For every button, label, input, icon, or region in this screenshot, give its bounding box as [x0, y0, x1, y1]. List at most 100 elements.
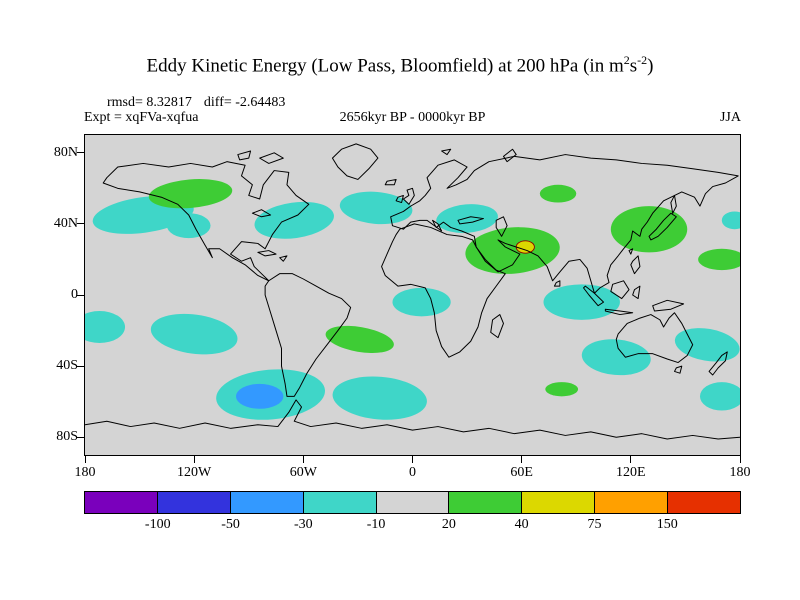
anomaly-region-south-indian [545, 382, 579, 397]
anomaly-region-south-atlantic [332, 376, 427, 420]
anomaly-region-west-siberia [539, 184, 577, 203]
lon-label-6-180: 180 [729, 465, 751, 480]
world-map [85, 135, 740, 455]
coast-cuba [257, 250, 288, 262]
title-exponent-2: -2 [637, 53, 648, 67]
coast-japan [648, 194, 677, 241]
colorbar-label--10: -10 [366, 517, 386, 532]
anomaly-region-equatorial-africa [392, 287, 451, 317]
anomaly-region-dateline-40n [721, 211, 740, 230]
colorbar-segment-1 [157, 492, 231, 513]
lon-label-1-120W: 120W [177, 465, 212, 480]
lon-tick [630, 456, 632, 463]
lon-tick [739, 456, 741, 463]
coast-north-america [102, 161, 310, 282]
coastlines [85, 143, 740, 440]
coast-philippines [630, 255, 641, 275]
colorbar-labels: -100 -50 -30 -10 20 40 75 150 [85, 517, 740, 535]
anomaly-region-east-asia [610, 206, 688, 253]
lon-tick [412, 456, 413, 463]
lon-label-5-120E: 120E [616, 465, 646, 480]
coast-australia [615, 312, 694, 364]
map-panel [84, 134, 741, 456]
anomaly-region-south-pacific [150, 313, 238, 355]
coast-black-sea [457, 216, 484, 225]
period-label: 2656kyr BP - 0000kyr BP [339, 110, 486, 125]
rmsd-value: 8.32817 [146, 95, 192, 110]
lon-tick [193, 456, 195, 463]
coast-arctic-islands [237, 150, 284, 164]
colorbar-segment-4 [376, 492, 450, 513]
plot-title: Eddy Kinetic Energy (Low Pass, Bloomfiel… [0, 53, 800, 77]
lon-tick [302, 456, 304, 463]
rmsd-label: rmsd= [107, 95, 143, 110]
title-close: ) [647, 55, 654, 77]
lon-label-0-180: 180 [74, 465, 96, 480]
coast-new-guinea [652, 299, 685, 312]
diff-label: diff= [203, 95, 232, 110]
coast-tasmania [673, 365, 683, 374]
anomaly-region-europe-caspian [436, 204, 498, 233]
coast-caspian-sea [495, 216, 508, 237]
stats-line: rmsd= 8.32817 diff= -2.64483 [107, 95, 285, 111]
lat-tick [77, 294, 84, 296]
anomaly-region-south-of-new-zealand [699, 382, 740, 411]
title-unit-base: s [629, 55, 638, 77]
coast-iceland [384, 178, 397, 186]
anomaly-region-northeast-pacific [166, 213, 211, 239]
coast-sumatra [583, 285, 605, 307]
lat-label-80N: 80N [53, 144, 78, 160]
colorbar-label-40: 40 [514, 517, 529, 532]
colorbar-segment-3 [303, 492, 377, 513]
anomaly-region-dateline-20s [85, 311, 126, 343]
coast-taiwan-sri-lanka [553, 248, 634, 287]
coast-sulawesi [632, 285, 641, 300]
colorbar-segment-5 [449, 492, 523, 513]
lat-tick [77, 152, 84, 154]
anomaly-region-north-america-east [254, 201, 334, 239]
coast-eurasia [390, 154, 739, 294]
colorbar-label-20: 20 [441, 517, 456, 532]
lat-tick [77, 436, 84, 438]
lon-label-2-60W: 60W [289, 465, 317, 480]
coast-british-isles [395, 187, 415, 205]
colorbar-segment-2 [230, 492, 304, 513]
anomaly-region-brazil-atlantic [325, 325, 394, 354]
lat-label-40S: 40S [56, 358, 78, 374]
season-label: JJA [719, 110, 741, 125]
title-exponent-1: 2 [623, 53, 630, 67]
coast-great-lakes [251, 209, 272, 218]
lat-label-0: 0 [71, 287, 78, 302]
anomaly-region-middle-east-max [515, 240, 535, 254]
colorbar-label--30: -30 [293, 517, 313, 532]
colorbar-segment-8 [668, 492, 741, 513]
anomaly-region-southeast-pacific-core [236, 383, 284, 409]
coast-borneo [610, 280, 630, 300]
coast-svalbard-novaya-zemlya [441, 148, 517, 163]
lon-tick [84, 456, 86, 463]
lat-tick [77, 223, 84, 225]
colorbar-label-150: 150 [656, 517, 678, 532]
diff-value: -2.64483 [235, 95, 286, 110]
lat-label-40N: 40N [53, 215, 78, 231]
coast-java [604, 308, 634, 316]
coast-south-america [264, 273, 352, 397]
anomaly-shading-layer [85, 179, 740, 420]
coast-madagascar [490, 314, 504, 339]
colorbar-segment-7 [595, 492, 669, 513]
experiment-label: Expt = xqFVa-xqfua [84, 110, 199, 125]
coast-greenland [331, 143, 379, 180]
lon-tick [521, 456, 523, 463]
anomaly-region-north-atlantic [339, 191, 413, 225]
lat-tick [77, 365, 84, 367]
anomaly-region-tasman-sea [674, 328, 740, 362]
colorbar-label-75: 75 [587, 517, 602, 532]
title-text: Eddy Kinetic Energy (Low Pass, Bloomfiel… [146, 55, 624, 77]
coast-antarctica [85, 399, 740, 440]
colorbar-segment-0 [85, 492, 158, 513]
coast-new-zealand [708, 351, 728, 376]
lon-label-3-0: 0 [409, 465, 416, 480]
colorbar-label--50: -50 [221, 517, 240, 532]
colorbar-label--100: -100 [144, 517, 171, 532]
